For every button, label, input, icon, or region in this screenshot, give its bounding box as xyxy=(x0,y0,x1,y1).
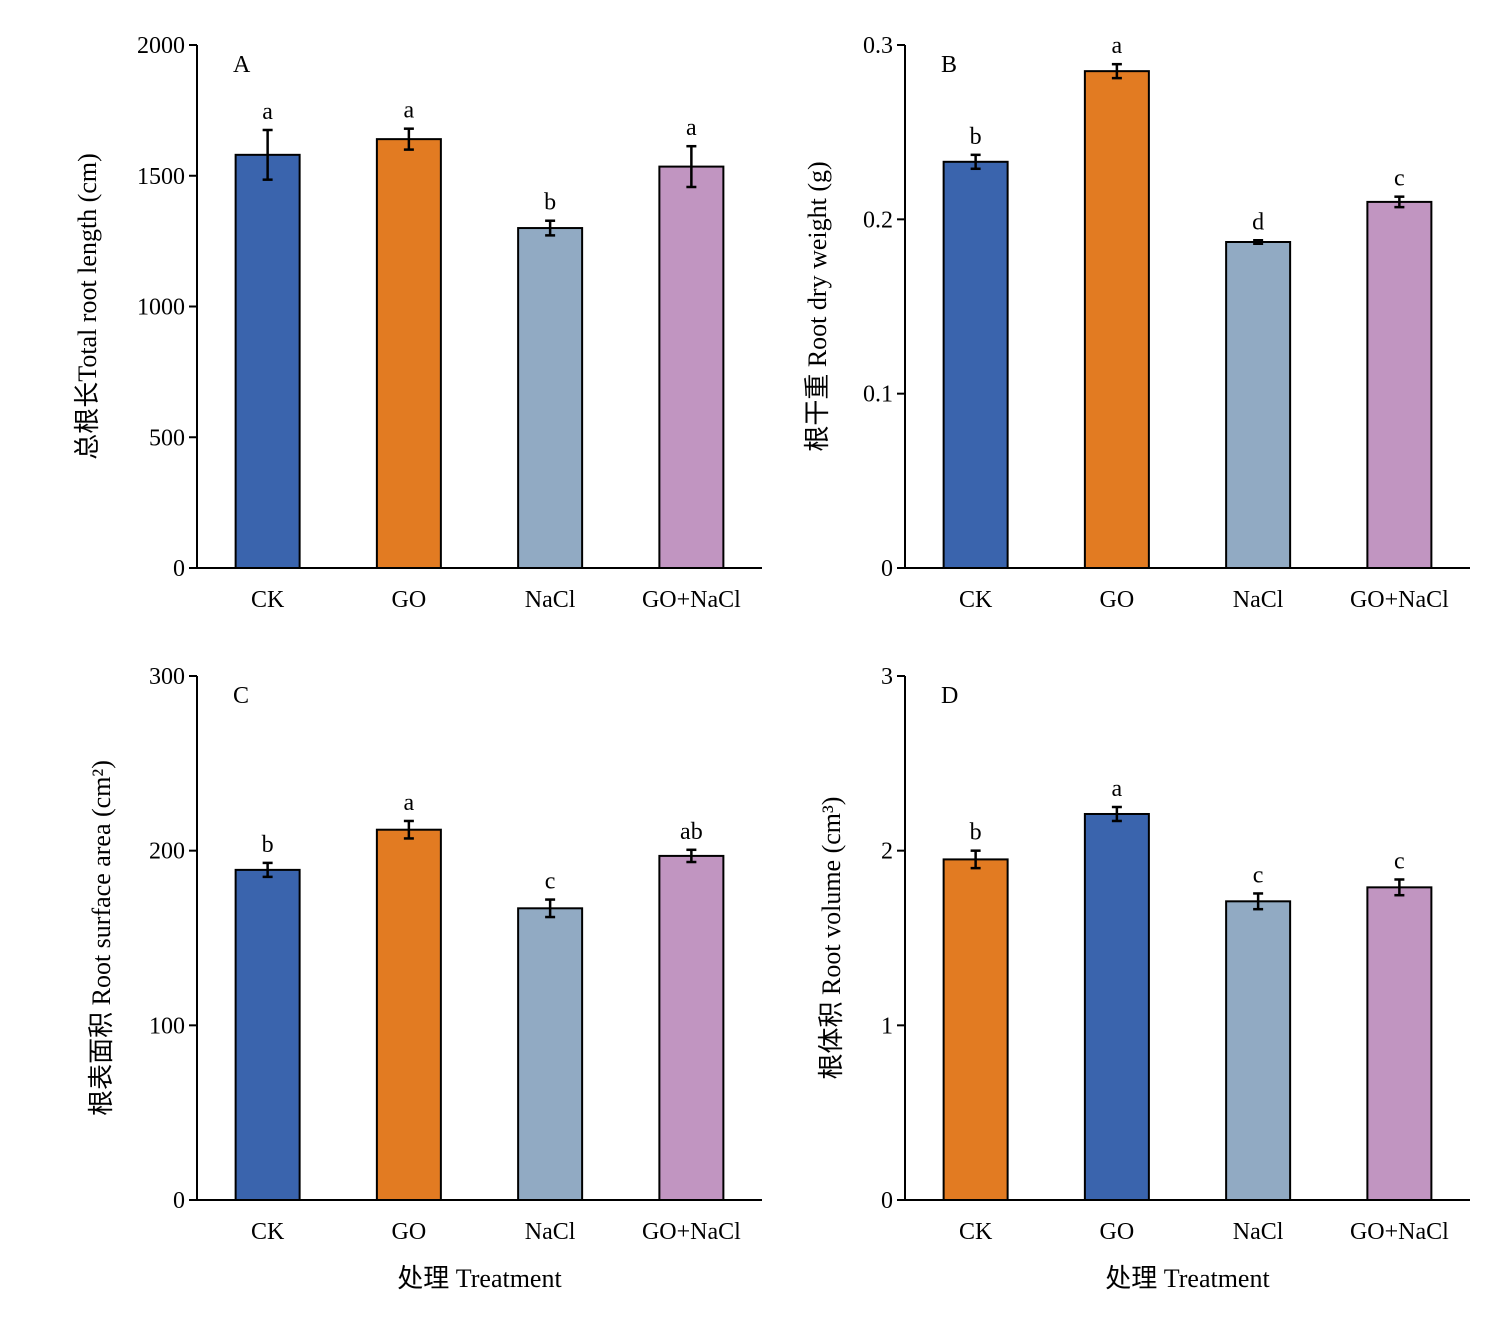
x-axis-title: 处理 Treatment xyxy=(397,1264,562,1293)
y-tick-label: 0 xyxy=(173,556,185,582)
y-tick-label: 0.1 xyxy=(863,382,893,408)
bar-go xyxy=(1083,812,1150,1202)
significance-label: c xyxy=(1394,166,1405,192)
significance-label: a xyxy=(404,790,415,816)
significance-label: a xyxy=(686,115,697,141)
significance-label: a xyxy=(1112,776,1123,802)
bar-go-nacl xyxy=(658,854,725,1201)
x-axis-title: 处理 Treatment xyxy=(1105,1264,1270,1293)
x-tick-label: GO+NaCl xyxy=(1350,587,1449,613)
x-tick-label: GO xyxy=(1100,587,1135,613)
bar-go xyxy=(375,138,442,569)
bar-go-nacl xyxy=(1366,886,1433,1201)
significance-label: b xyxy=(544,190,556,216)
significance-label: ab xyxy=(680,819,703,845)
x-tick-label: NaCl xyxy=(1233,1219,1284,1245)
bar-nacl xyxy=(517,227,584,570)
significance-label: c xyxy=(1394,848,1405,874)
y-tick-label: 2000 xyxy=(137,33,185,59)
x-tick-label: GO xyxy=(1100,1219,1135,1245)
x-tick-label: GO+NaCl xyxy=(642,587,741,613)
x-tick-label: GO+NaCl xyxy=(1350,1219,1449,1245)
y-tick-label: 0 xyxy=(173,1188,185,1214)
bar-go-nacl xyxy=(658,165,725,569)
bar-nacl xyxy=(517,907,584,1201)
panel-letter: A xyxy=(233,52,251,78)
panel-a-chart: 0 500 1000 1500 2000 Aa CK a GO b NaCl a GO+NaCl 总根长T… xyxy=(73,33,762,613)
y-tick-label: 1500 xyxy=(137,164,185,190)
y-tick-label: 300 xyxy=(149,664,185,690)
panel-letter: D xyxy=(941,683,958,709)
y-tick-label: 100 xyxy=(149,1013,185,1039)
y-tick-label: 3 xyxy=(881,664,893,690)
y-axis-label: 根干重 Root dry weight (g) xyxy=(803,161,832,451)
y-tick-label: 1000 xyxy=(137,295,185,321)
x-tick-label: CK xyxy=(959,587,993,613)
x-tick-label: CK xyxy=(251,587,285,613)
x-tick-label: NaCl xyxy=(525,1219,576,1245)
y-tick-label: 200 xyxy=(149,839,185,865)
significance-label: d xyxy=(1252,209,1264,235)
significance-label: c xyxy=(1253,862,1264,888)
x-tick-label: GO+NaCl xyxy=(642,1219,741,1245)
y-axis-label: 根体积 Root volume (cm³) xyxy=(817,797,846,1080)
y-tick-label: 0.3 xyxy=(863,33,893,59)
y-tick-label: 0 xyxy=(881,1188,893,1214)
y-axis-label: 总根长Total root length (cm) xyxy=(73,153,102,460)
x-tick-label: NaCl xyxy=(1233,587,1284,613)
x-tick-label: CK xyxy=(959,1219,993,1245)
y-tick-label: 0.2 xyxy=(863,207,893,233)
bar-ck xyxy=(942,160,1009,569)
significance-label: b xyxy=(970,820,982,846)
significance-label: c xyxy=(545,869,556,895)
bar-ck xyxy=(942,858,1009,1202)
x-tick-label: NaCl xyxy=(525,587,576,613)
significance-label: a xyxy=(262,99,273,125)
bar-ck xyxy=(234,153,301,570)
x-tick-label: GO xyxy=(392,1219,427,1245)
x-tick-label: GO xyxy=(392,587,427,613)
y-tick-label: 2 xyxy=(881,839,893,865)
y-tick-label: 500 xyxy=(149,425,185,451)
bar-go xyxy=(375,828,442,1201)
significance-label: b xyxy=(262,832,274,858)
y-tick-label: 0 xyxy=(881,556,893,582)
panel-d-chart: 0 1 2 3 Db CK a GO c NaCl c GO+NaCl 根体积 Root volume … xyxy=(817,664,1470,1293)
significance-label: a xyxy=(1112,33,1123,59)
panel-c-chart: 0 100 200 300 Cb CK a GO c NaCl ab GO+NaCl 根表面积 Root… xyxy=(87,664,762,1293)
y-axis-label: 根表面积 Root surface area (cm²) xyxy=(87,760,116,1116)
panel-letter: C xyxy=(233,683,249,709)
bar-nacl xyxy=(1225,240,1292,569)
bar-go-nacl xyxy=(1366,200,1433,569)
panel-letter: B xyxy=(941,52,957,78)
bar-go xyxy=(1083,70,1150,570)
x-tick-label: CK xyxy=(251,1219,285,1245)
significance-label: b xyxy=(970,124,982,150)
panel-b-chart: 0 0.1 0.2 0.3 Bb CK a GO d NaCl c GO+NaCl 根干重 Root d… xyxy=(803,33,1470,613)
bar-nacl xyxy=(1225,900,1292,1201)
significance-label: a xyxy=(404,98,415,124)
bar-ck xyxy=(234,868,301,1201)
y-tick-label: 1 xyxy=(881,1013,893,1039)
